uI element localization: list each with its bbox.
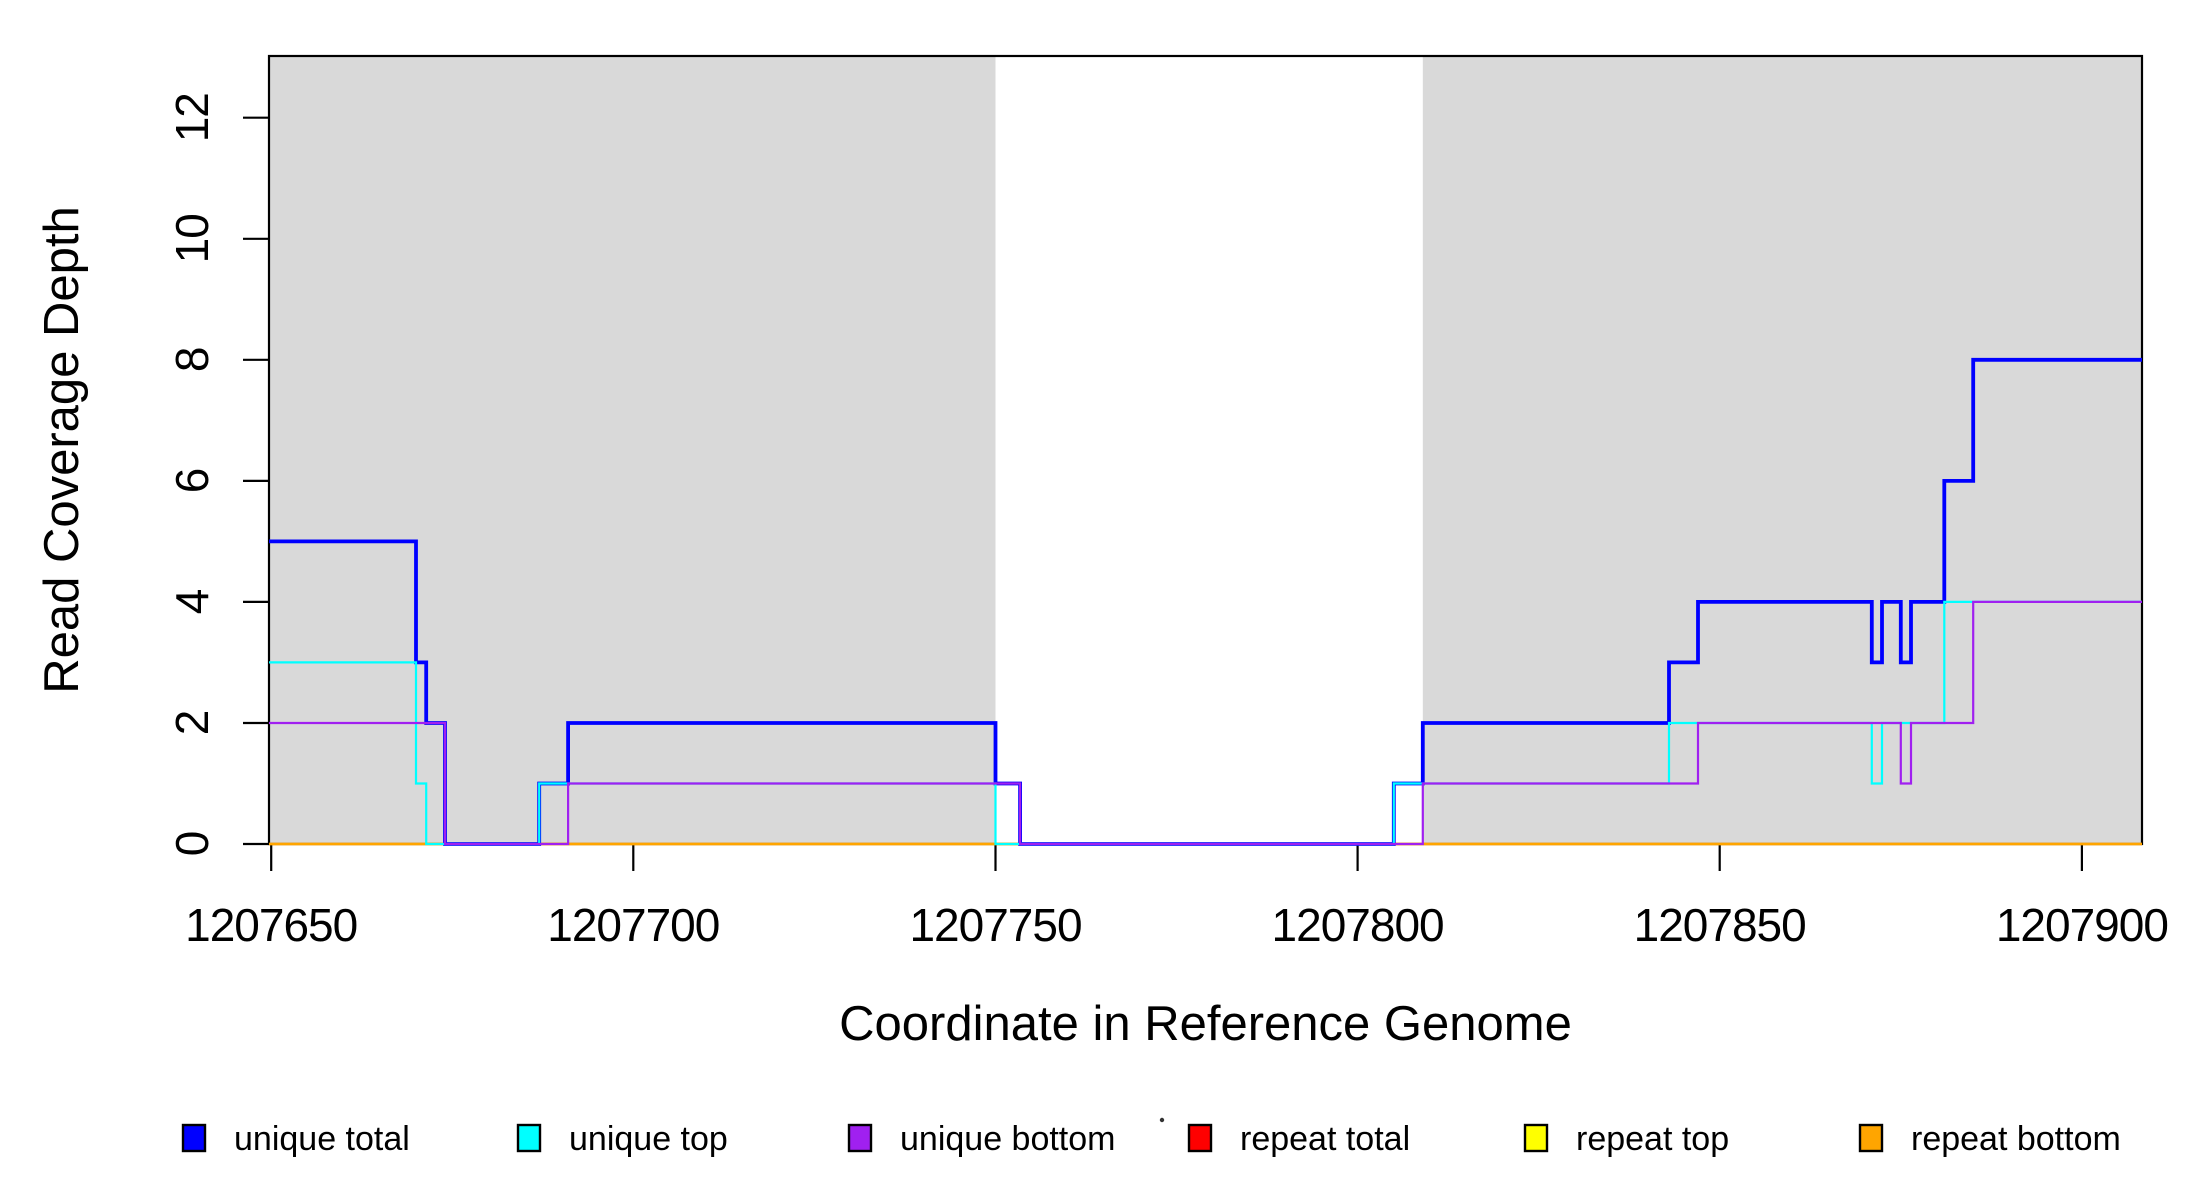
x-axis-title: Coordinate in Reference Genome — [839, 997, 1572, 1051]
shaded-region-1 — [269, 56, 996, 844]
legend-item-repeat-total: repeat total — [1187, 1120, 1410, 1158]
x-tick-label-1207650: 1207650 — [185, 899, 357, 951]
x-tick-label-1207800: 1207800 — [1272, 899, 1444, 951]
series-line-unique-bottom — [269, 600, 2142, 846]
shaded-region-2 — [1422, 56, 2142, 844]
legend-swatch-repeat-top — [1523, 1123, 1549, 1153]
legend-item-repeat-top: repeat top — [1523, 1120, 1729, 1158]
legend-label-unique-top: unique top — [569, 1120, 728, 1158]
legend-label-unique-total: unique total — [234, 1120, 410, 1158]
series-line-unique-top — [269, 600, 2142, 846]
x-tick-label-1207750: 1207750 — [909, 899, 1081, 951]
legend-item-unique-top: unique top — [516, 1120, 728, 1158]
stray-dot — [1159, 1117, 1165, 1123]
legend-swatch-unique-total — [181, 1123, 207, 1153]
legend-swatch-repeat-bottom — [1858, 1123, 1884, 1153]
y-tick-label-2: 2 — [166, 711, 218, 736]
legend-swatch-unique-bottom — [847, 1123, 873, 1153]
y-tick-label-10: 10 — [166, 214, 218, 263]
legend-label-unique-bottom: unique bottom — [900, 1120, 1116, 1158]
y-tick-label-0: 0 — [166, 832, 218, 857]
x-tick-label-1207900: 1207900 — [1996, 899, 2168, 951]
y-tick-label-6: 6 — [166, 469, 218, 494]
x-tick-label-1207850: 1207850 — [1634, 899, 1806, 951]
y-tick-label-12: 12 — [166, 93, 218, 142]
legend-item-unique-bottom: unique bottom — [847, 1120, 1116, 1158]
legend-swatch-unique-top — [516, 1123, 542, 1153]
y-tick-label-8: 8 — [166, 348, 218, 373]
legend-label-repeat-bottom: repeat bottom — [1911, 1120, 2121, 1158]
legend-item-repeat-bottom: repeat bottom — [1858, 1120, 2121, 1158]
legend-item-unique-total: unique total — [181, 1120, 410, 1158]
legend-label-repeat-top: repeat top — [1576, 1120, 1729, 1158]
x-tick-label-1207700: 1207700 — [547, 899, 719, 951]
legend-swatch-repeat-total — [1187, 1123, 1213, 1153]
legend: unique total unique top unique bottom repea… — [181, 1120, 2121, 1158]
y-axis-title: Read Coverage Depth — [35, 206, 89, 694]
legend-label-repeat-total: repeat total — [1240, 1120, 1410, 1158]
y-tick-label-4: 4 — [166, 589, 218, 614]
